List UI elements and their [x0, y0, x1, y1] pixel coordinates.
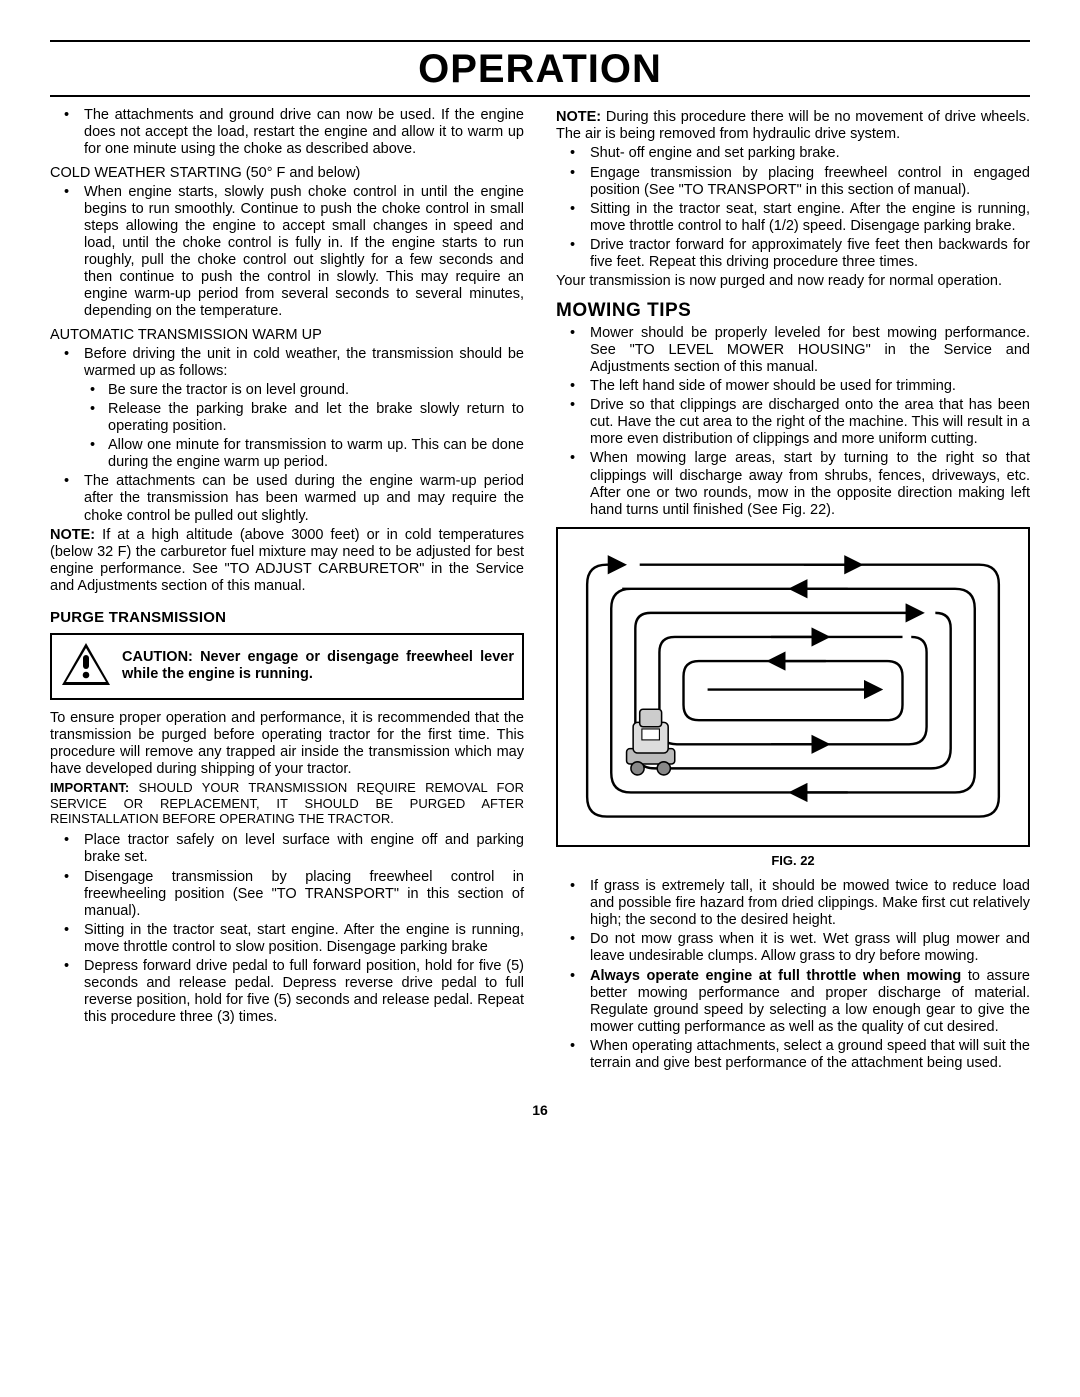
note-text: If at a high altitude (above 3000 feet) …	[50, 527, 524, 594]
list-item: The attachments and ground drive can now…	[50, 107, 524, 158]
list-item: The attachments can be used during the e…	[50, 473, 524, 524]
caution-text: CAUTION: Never engage or disengage freew…	[122, 649, 514, 683]
list-item: Drive tractor forward for approximately …	[556, 237, 1030, 271]
important-note: IMPORTANT: SHOULD YOUR TRANSMISSION REQU…	[50, 780, 524, 826]
list-item: When mowing large areas, start by turnin…	[556, 450, 1030, 518]
left-column: The attachments and ground drive can now…	[50, 107, 524, 1074]
note-procedure: NOTE: During this procedure there will b…	[556, 109, 1030, 143]
list-item: The left hand side of mower should be us…	[556, 378, 1030, 395]
warning-icon	[60, 641, 112, 692]
list-item: Sitting in the tractor seat, start engin…	[50, 922, 524, 956]
important-label: IMPORTANT:	[50, 780, 129, 795]
mowing-pattern-diagram	[574, 545, 1012, 830]
top-rule	[50, 40, 1030, 42]
note-altitude: NOTE: If at a high altitude (above 3000 …	[50, 527, 524, 595]
cold-weather-header: COLD WEATHER STARTING (50° F and below)	[50, 165, 524, 182]
list-item: Be sure the tractor is on level ground.	[50, 382, 524, 399]
list-item: When engine starts, slowly push choke co…	[50, 184, 524, 321]
caution-label: CAUTION:	[122, 649, 193, 665]
list-item: Allow one minute for transmission to war…	[50, 437, 524, 471]
list-item: If grass is extremely tall, it should be…	[556, 878, 1030, 929]
mowing-tips-header: MOWING TIPS	[556, 300, 1030, 322]
list-item: When operating attachments, select a gro…	[556, 1038, 1030, 1072]
page-number: 16	[50, 1102, 1030, 1119]
list-item: Engage transmission by placing freewheel…	[556, 165, 1030, 199]
content-columns: The attachments and ground drive can now…	[50, 107, 1030, 1074]
caution-box: CAUTION: Never engage or disengage freew…	[50, 633, 524, 700]
note-label: NOTE:	[556, 109, 601, 125]
bold-lead: Always operate engine at full throttle w…	[590, 968, 961, 984]
list-item: Mower should be properly leveled for bes…	[556, 325, 1030, 376]
list-item: Sitting in the tractor seat, start engin…	[556, 201, 1030, 235]
auto-trans-header: AUTOMATIC TRANSMISSION WARM UP	[50, 327, 524, 344]
list-item: Depress forward drive pedal to full forw…	[50, 958, 524, 1026]
list-item: Place tractor safely on level surface wi…	[50, 832, 524, 866]
bottom-rule	[50, 95, 1030, 97]
purged-ready: Your transmission is now purged and now …	[556, 273, 1030, 290]
list-item: Release the parking brake and let the br…	[50, 401, 524, 435]
right-column: NOTE: During this procedure there will b…	[556, 107, 1030, 1074]
list-item: Shut- off engine and set parking brake.	[556, 145, 1030, 162]
purge-intro: To ensure proper operation and performan…	[50, 710, 524, 778]
list-item: Always operate engine at full throttle w…	[556, 968, 1030, 1036]
purge-transmission-header: PURGE TRANSMISSION	[50, 609, 524, 627]
figure-caption: FIG. 22	[556, 853, 1030, 868]
figure-22	[556, 527, 1030, 847]
list-item: Drive so that clippings are discharged o…	[556, 397, 1030, 448]
note-text: During this procedure there will be no m…	[556, 109, 1030, 142]
page-title: OPERATION	[50, 46, 1030, 93]
list-item: Disengage transmission by placing freewh…	[50, 869, 524, 920]
note-label: NOTE:	[50, 527, 95, 543]
list-item: Before driving the unit in cold weather,…	[50, 346, 524, 380]
list-item: Do not mow grass when it is wet. Wet gra…	[556, 931, 1030, 965]
